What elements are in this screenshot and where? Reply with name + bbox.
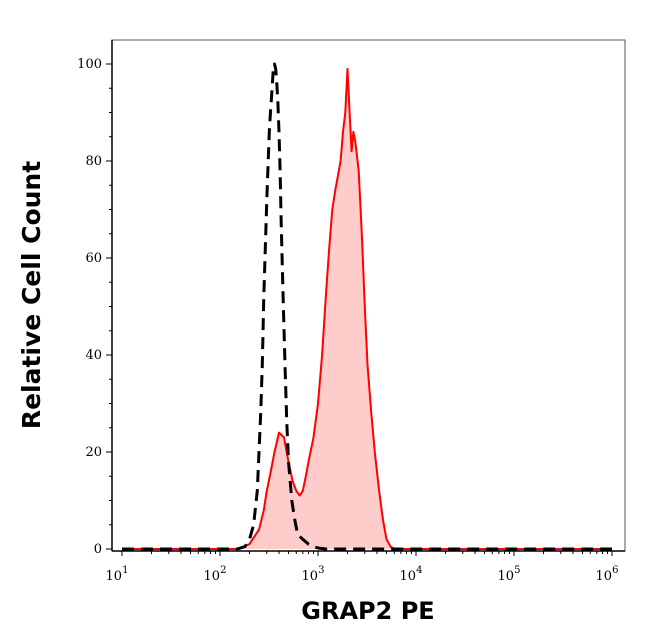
y-tick-label: 60 xyxy=(85,251,102,266)
x-tick-label: 106 xyxy=(596,565,619,584)
x-tick-label: 101 xyxy=(106,565,129,584)
series-1-line xyxy=(122,67,612,550)
y-tick-label: 20 xyxy=(85,445,102,460)
y-axis: 0 20 40 60 80 100 xyxy=(77,40,113,557)
x-tick-label: 102 xyxy=(204,565,227,584)
x-tick-label-base: 10 xyxy=(498,569,515,584)
x-tick-label-base: 10 xyxy=(204,569,221,584)
series-0-line xyxy=(122,62,612,551)
y-tick-label: 0 xyxy=(94,542,102,557)
x-tick-label: 105 xyxy=(498,565,521,584)
x-tick-label: 103 xyxy=(302,565,325,584)
x-tick-label-exponent: 5 xyxy=(514,565,520,576)
x-tick-label-exponent: 2 xyxy=(220,565,226,576)
x-tick-label-exponent: 1 xyxy=(122,565,128,576)
y-tick-label: 80 xyxy=(85,154,102,169)
series-layer xyxy=(122,62,612,551)
x-tick-label-base: 10 xyxy=(400,569,417,584)
y-tick-label: 40 xyxy=(85,348,102,363)
x-axis: 101 102 103 104 105 106 xyxy=(106,550,625,584)
x-tick-label-exponent: 4 xyxy=(416,565,422,576)
x-tick-label-base: 10 xyxy=(596,569,613,584)
y-tick-label: 100 xyxy=(77,57,102,72)
x-tick-label-exponent: 3 xyxy=(318,565,324,576)
series-1-area xyxy=(122,68,612,550)
x-tick-label-exponent: 6 xyxy=(612,565,618,576)
x-tick-label: 104 xyxy=(400,565,423,584)
x-tick-label-base: 10 xyxy=(106,569,123,584)
y-axis-title: Relative Cell Count xyxy=(17,161,46,429)
x-axis-title: GRAP2 PE xyxy=(301,597,434,625)
x-tick-label-base: 10 xyxy=(302,569,319,584)
